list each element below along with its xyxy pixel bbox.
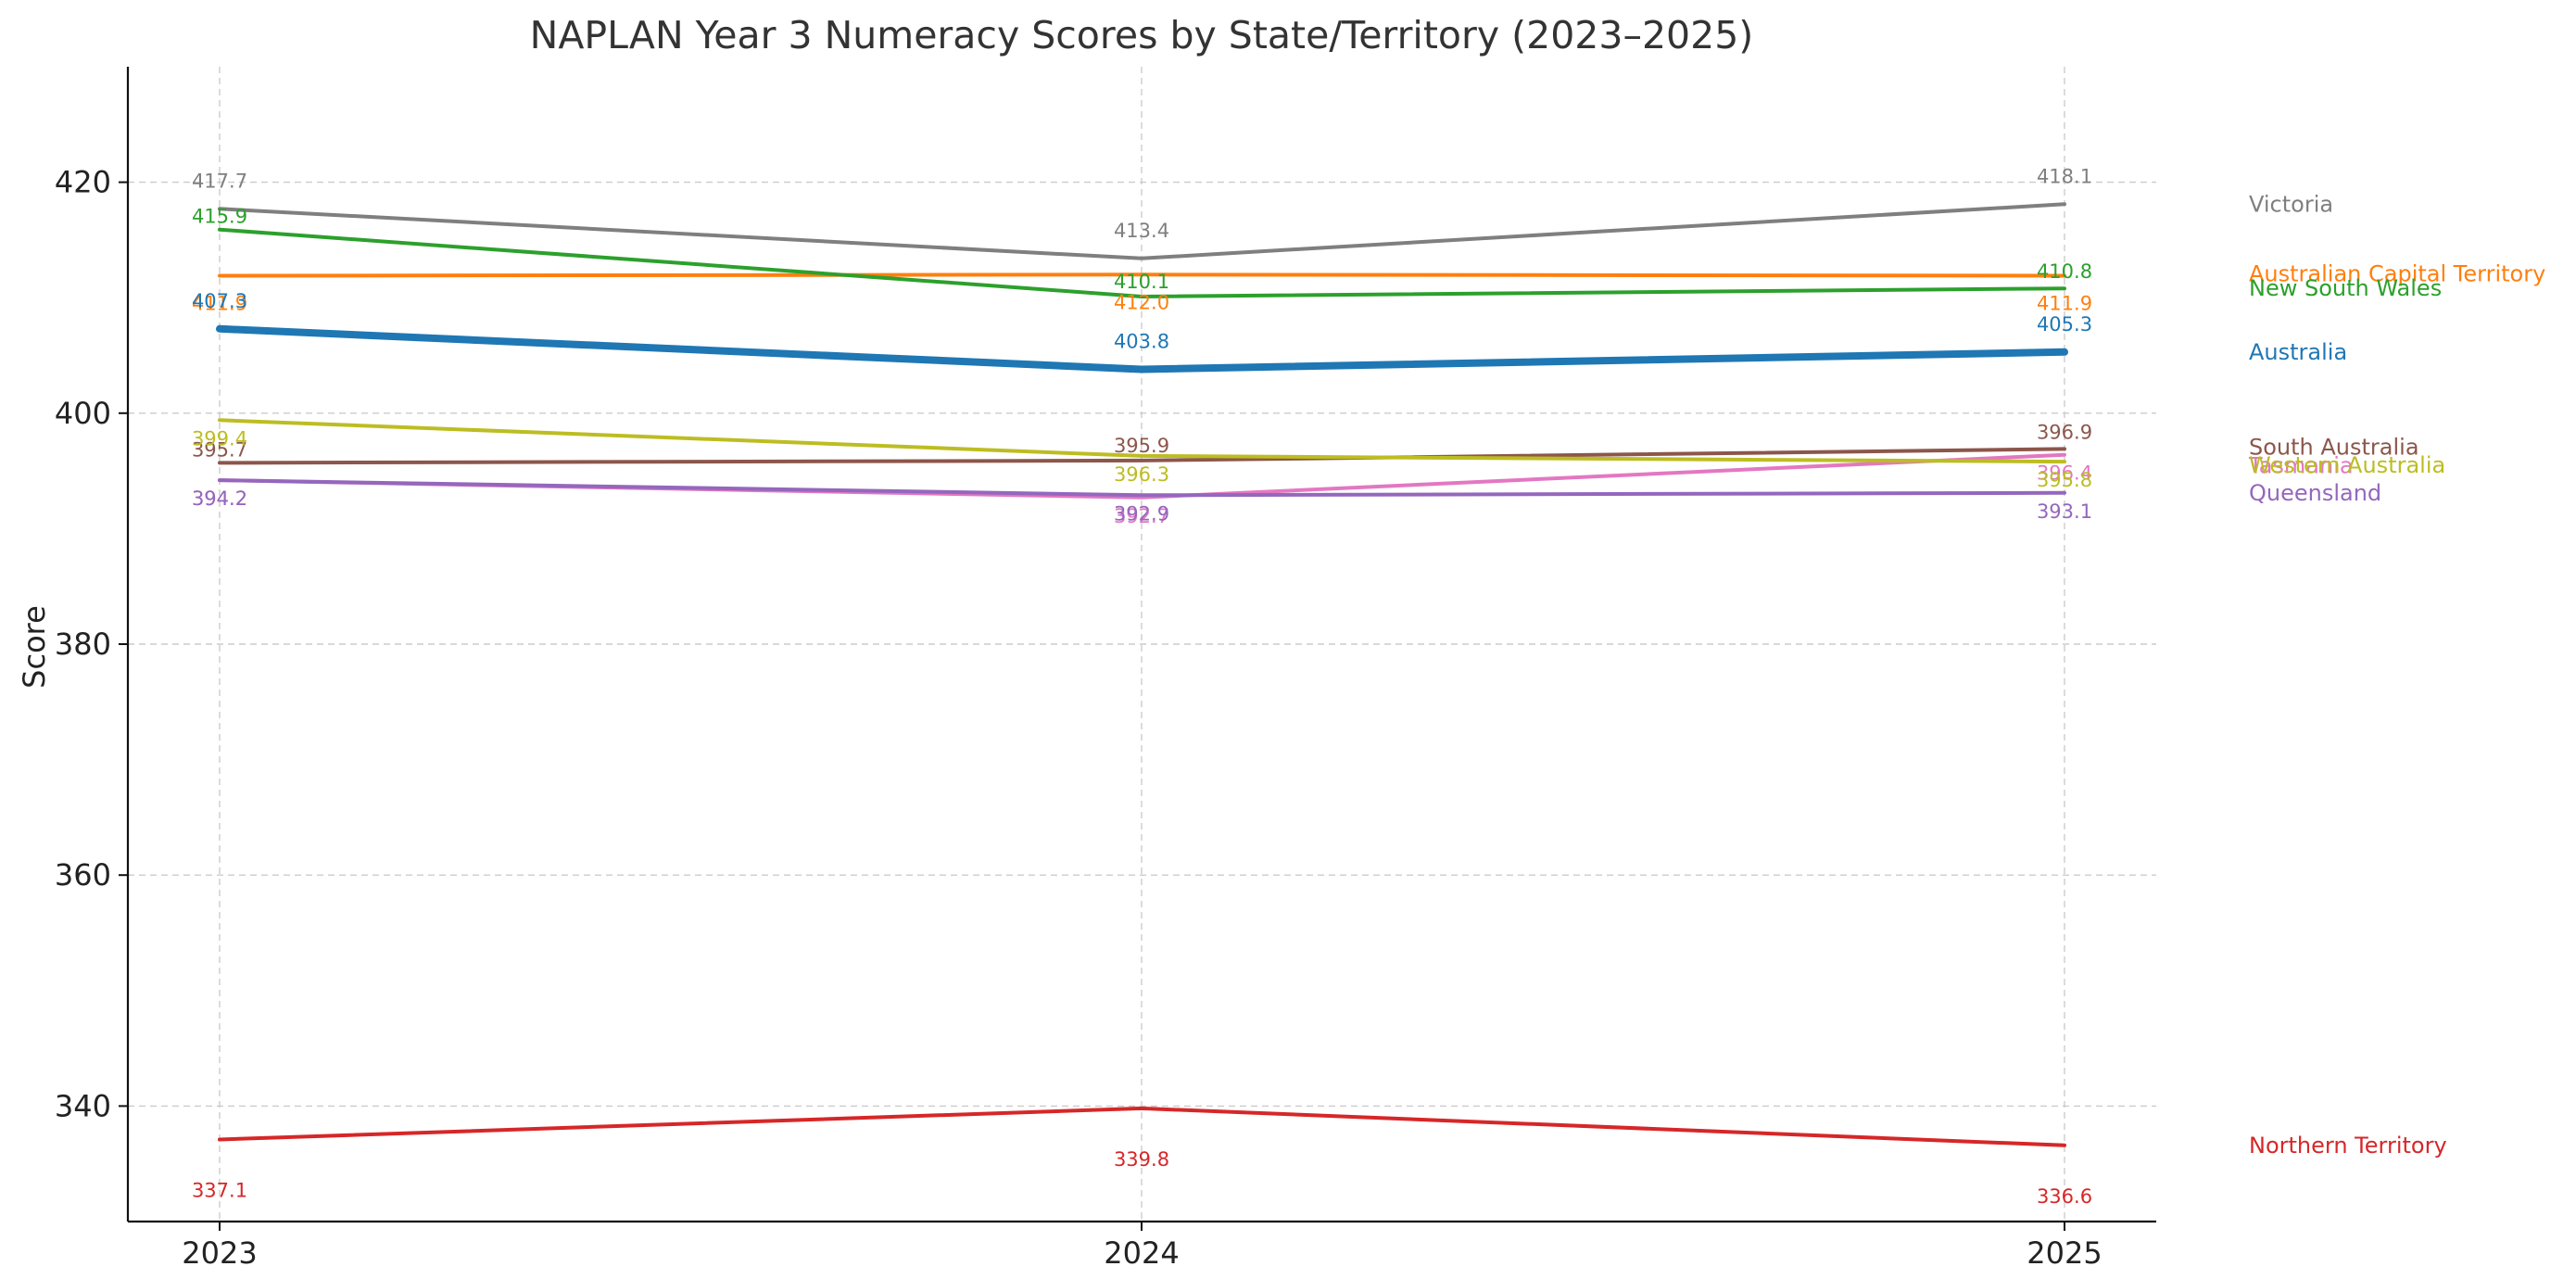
data-label-new-south-wales: 410.1: [1114, 271, 1169, 293]
series-line-queensland: [218, 478, 2066, 498]
data-label-victoria: 417.7: [192, 170, 247, 192]
data-label-south-australia: 395.9: [1114, 435, 1169, 457]
data-label-northern-territory: 339.8: [1114, 1148, 1169, 1171]
series-names: Victoria Australian Capital TerritoryNew …: [2248, 191, 2545, 1158]
series-line-new-south-wales: [218, 227, 2066, 298]
data-label-australian-capital-territory: 411.9: [2037, 293, 2092, 315]
y-tick-label: 360: [55, 857, 111, 893]
data-label-victoria: 418.1: [2037, 165, 2092, 187]
data-label-queensland: 393.1: [2037, 500, 2092, 523]
series-line-australian-capital-territory: [218, 272, 2066, 278]
gridlines: [128, 67, 2156, 1222]
x-tick-label: 2024: [1104, 1235, 1179, 1271]
data-label-south-australia: 395.7: [192, 438, 247, 461]
series-name-tasmania: Tasmania: [2248, 453, 2354, 479]
series-line-south-australia: [218, 447, 2066, 465]
series-name-northern-territory: Northern Territory: [2249, 1133, 2447, 1159]
data-label-northern-territory: 337.1: [192, 1180, 247, 1202]
data-label-australia: 407.3: [192, 290, 247, 312]
x-tick-label: 2025: [2027, 1235, 2102, 1271]
y-tick-label: 400: [55, 396, 111, 431]
data-label-australian-capital-territory: 411.9: [192, 293, 247, 315]
chart-title: NAPLAN Year 3 Numeracy Scores by State/T…: [530, 13, 1754, 57]
data-label-new-south-wales: 410.8: [2037, 260, 2092, 283]
data-label-tasmania: 394.2: [192, 488, 247, 510]
data-label-australia: 403.8: [1114, 330, 1169, 352]
series-name-western-australia: Western Australia: [2249, 452, 2445, 478]
data-label-northern-territory: 336.6: [2037, 1185, 2092, 1208]
series-name-australian-capital-territory: Australian Capital Territory: [2249, 261, 2545, 287]
data-label-queensland: 394.2: [192, 488, 247, 510]
data-label-tasmania: 396.4: [2037, 462, 2092, 485]
series-line-northern-territory: [218, 1106, 2066, 1147]
series-line-western-australia: [218, 418, 2066, 464]
data-label-australian-capital-territory: 412.0: [1114, 291, 1169, 313]
y-tick-label: 340: [55, 1088, 111, 1123]
data-label-victoria: 413.4: [1114, 220, 1169, 242]
y-axis-label: Score: [17, 605, 52, 689]
data-label-western-australia: 395.8: [2037, 469, 2092, 491]
y-tick-label: 380: [55, 627, 111, 662]
data-label-south-australia: 396.9: [2037, 421, 2092, 443]
series-line-victoria: [218, 202, 2066, 260]
series-name-new-south-wales: New South Wales: [2249, 275, 2442, 301]
series-lines: [216, 202, 2068, 1147]
data-label-tasmania: 392.7: [1114, 505, 1169, 527]
series-name-south-australia: South Australia: [2249, 434, 2419, 460]
series-name-victoria: Victoria: [2249, 191, 2333, 217]
data-labels: 417.7 413.4 418.1 411.9 412.0 411.9 415.9 410.1…: [192, 165, 2092, 1207]
data-label-western-australia: 396.3: [1114, 463, 1169, 486]
series-name-australia: Australia: [2249, 339, 2347, 365]
series-line-australia: [216, 324, 2068, 374]
data-label-western-australia: 399.4: [192, 427, 247, 450]
data-label-queensland: 392.9: [1114, 502, 1169, 525]
x-tick-label: 2023: [182, 1235, 257, 1271]
y-tick-label: 420: [55, 165, 111, 200]
axes: 340 360 380 400 420 2023 2024 2025: [55, 67, 2156, 1271]
data-label-new-south-wales: 415.9: [192, 206, 247, 228]
data-label-australia: 405.3: [2037, 313, 2092, 336]
series-name-queensland: Queensland: [2249, 480, 2381, 506]
